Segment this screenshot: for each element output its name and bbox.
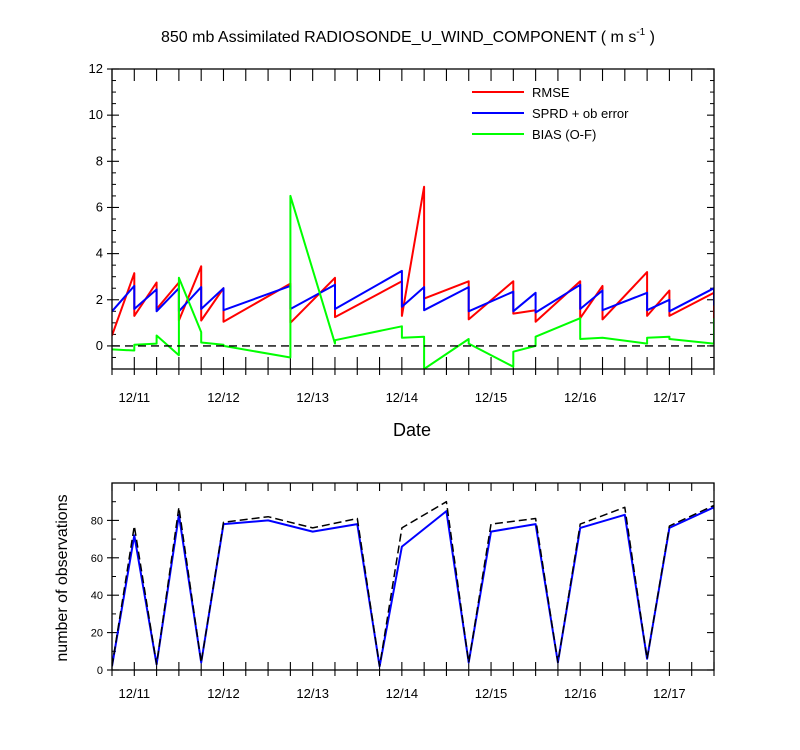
series-line-total-observations — [112, 500, 714, 668]
x-tick-label: 12/12 — [207, 686, 240, 701]
chart-title: 850 mb Assimilated RADIOSONDE_U_WIND_COM… — [161, 27, 655, 46]
x-tick-label: 12/16 — [564, 686, 597, 701]
y-axis-label: number of observations — [54, 494, 71, 661]
y-tick-label: 40 — [91, 590, 103, 602]
x-tick-label: 12/11 — [119, 686, 151, 701]
y-tick-label: 0 — [96, 338, 103, 353]
y-tick-label: 2 — [96, 292, 103, 307]
y-tick-label: 4 — [96, 246, 103, 261]
x-tick-label: 12/14 — [386, 390, 419, 405]
x-tick-label: 12/15 — [475, 686, 508, 701]
y-tick-label: 0 — [97, 665, 103, 677]
x-tick-label: 12/14 — [386, 686, 419, 701]
bottom-panel: 0 20 40 60 80 12/11 12/12 12/13 12/14 12/15 12/16 1… — [91, 482, 715, 701]
top-series — [112, 185, 714, 369]
y-tick-label: 8 — [96, 153, 103, 168]
series-line-sprd-ob-error — [112, 269, 714, 314]
y-tick-label: 12 — [89, 61, 103, 76]
y-tick-label: 60 — [91, 553, 103, 565]
y-tick-label: 20 — [91, 628, 103, 640]
y-tick-label: 10 — [89, 107, 103, 122]
bottom-ticks: 0 20 40 60 80 12/11 12/12 12/13 12/14 12/15 12/16 1… — [91, 482, 715, 701]
y-tick-label: 6 — [96, 199, 103, 214]
bottom-plot-frame — [111, 482, 715, 671]
legend-entry: SPRD + ob error — [532, 106, 629, 121]
legend: RMSE SPRD + ob error BIAS (O-F) — [472, 85, 629, 142]
x-tick-label: 12/13 — [296, 390, 329, 405]
series-line-rmse — [112, 185, 714, 336]
series-line-bias-o-f- — [112, 194, 714, 369]
y-tick-label: 80 — [91, 515, 103, 527]
series-line-used-observations — [112, 506, 714, 668]
x-axis-label: Date — [393, 420, 431, 440]
x-tick-label: 12/13 — [296, 686, 329, 701]
x-tick-label: 12/12 — [207, 390, 240, 405]
x-tick-label: 12/16 — [564, 390, 597, 405]
bottom-series — [112, 500, 714, 668]
x-tick-label: 12/11 — [119, 390, 151, 405]
x-tick-label: 12/15 — [475, 390, 508, 405]
x-tick-label: 12/17 — [653, 390, 686, 405]
x-tick-label: 12/17 — [653, 686, 686, 701]
legend-entry: BIAS (O-F) — [532, 127, 596, 142]
legend-entry: RMSE — [532, 85, 570, 100]
top-panel: 0 2 4 6 8 10 12 12/11 12/12 12/13 12/14 12/15 12/16 1… — [89, 61, 715, 405]
top-plot-frame — [111, 68, 715, 370]
